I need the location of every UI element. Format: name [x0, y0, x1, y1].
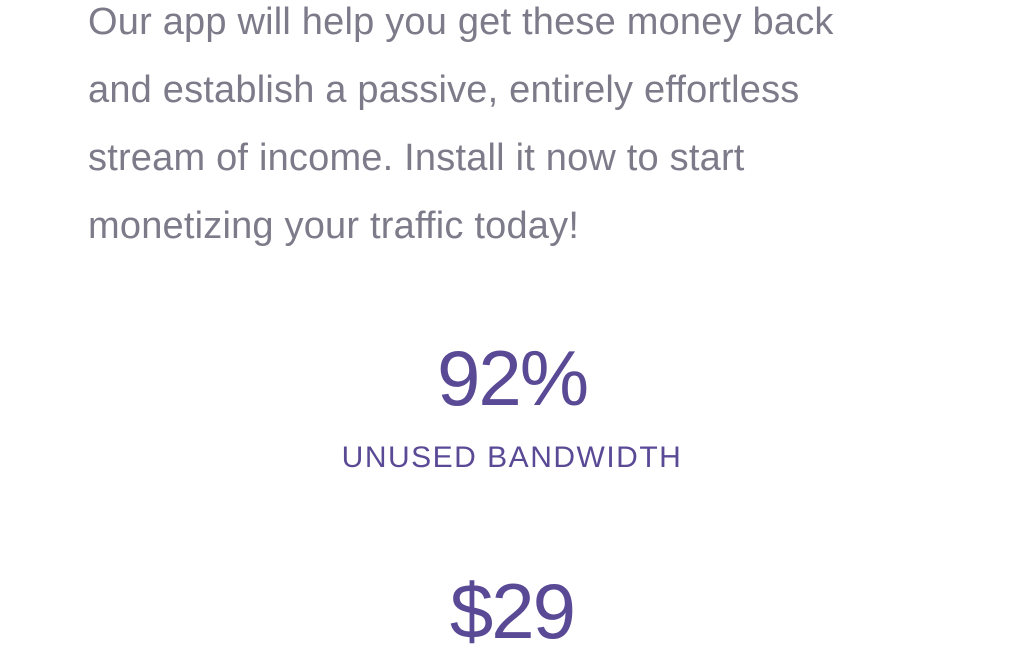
stat-value-price: $29 [449, 567, 576, 655]
intro-line: monetizing your traffic today! [88, 205, 580, 247]
intro-line: and establish a passive, entirely effort… [88, 69, 800, 111]
intro-line: stream of income. Install it now to star… [88, 137, 745, 179]
intro-line: Our app will help you get these money ba… [88, 1, 834, 43]
intro-paragraph: Our app will help you get these money ba… [88, 0, 834, 260]
stat-label-unused-bandwidth: UNUSED BANDWIDTH [341, 441, 683, 474]
stat-value-unused-bandwidth: 92% [436, 334, 589, 422]
landing-page-section: { "colors": { "background": "#ffffff", "… [88, 0, 834, 650]
